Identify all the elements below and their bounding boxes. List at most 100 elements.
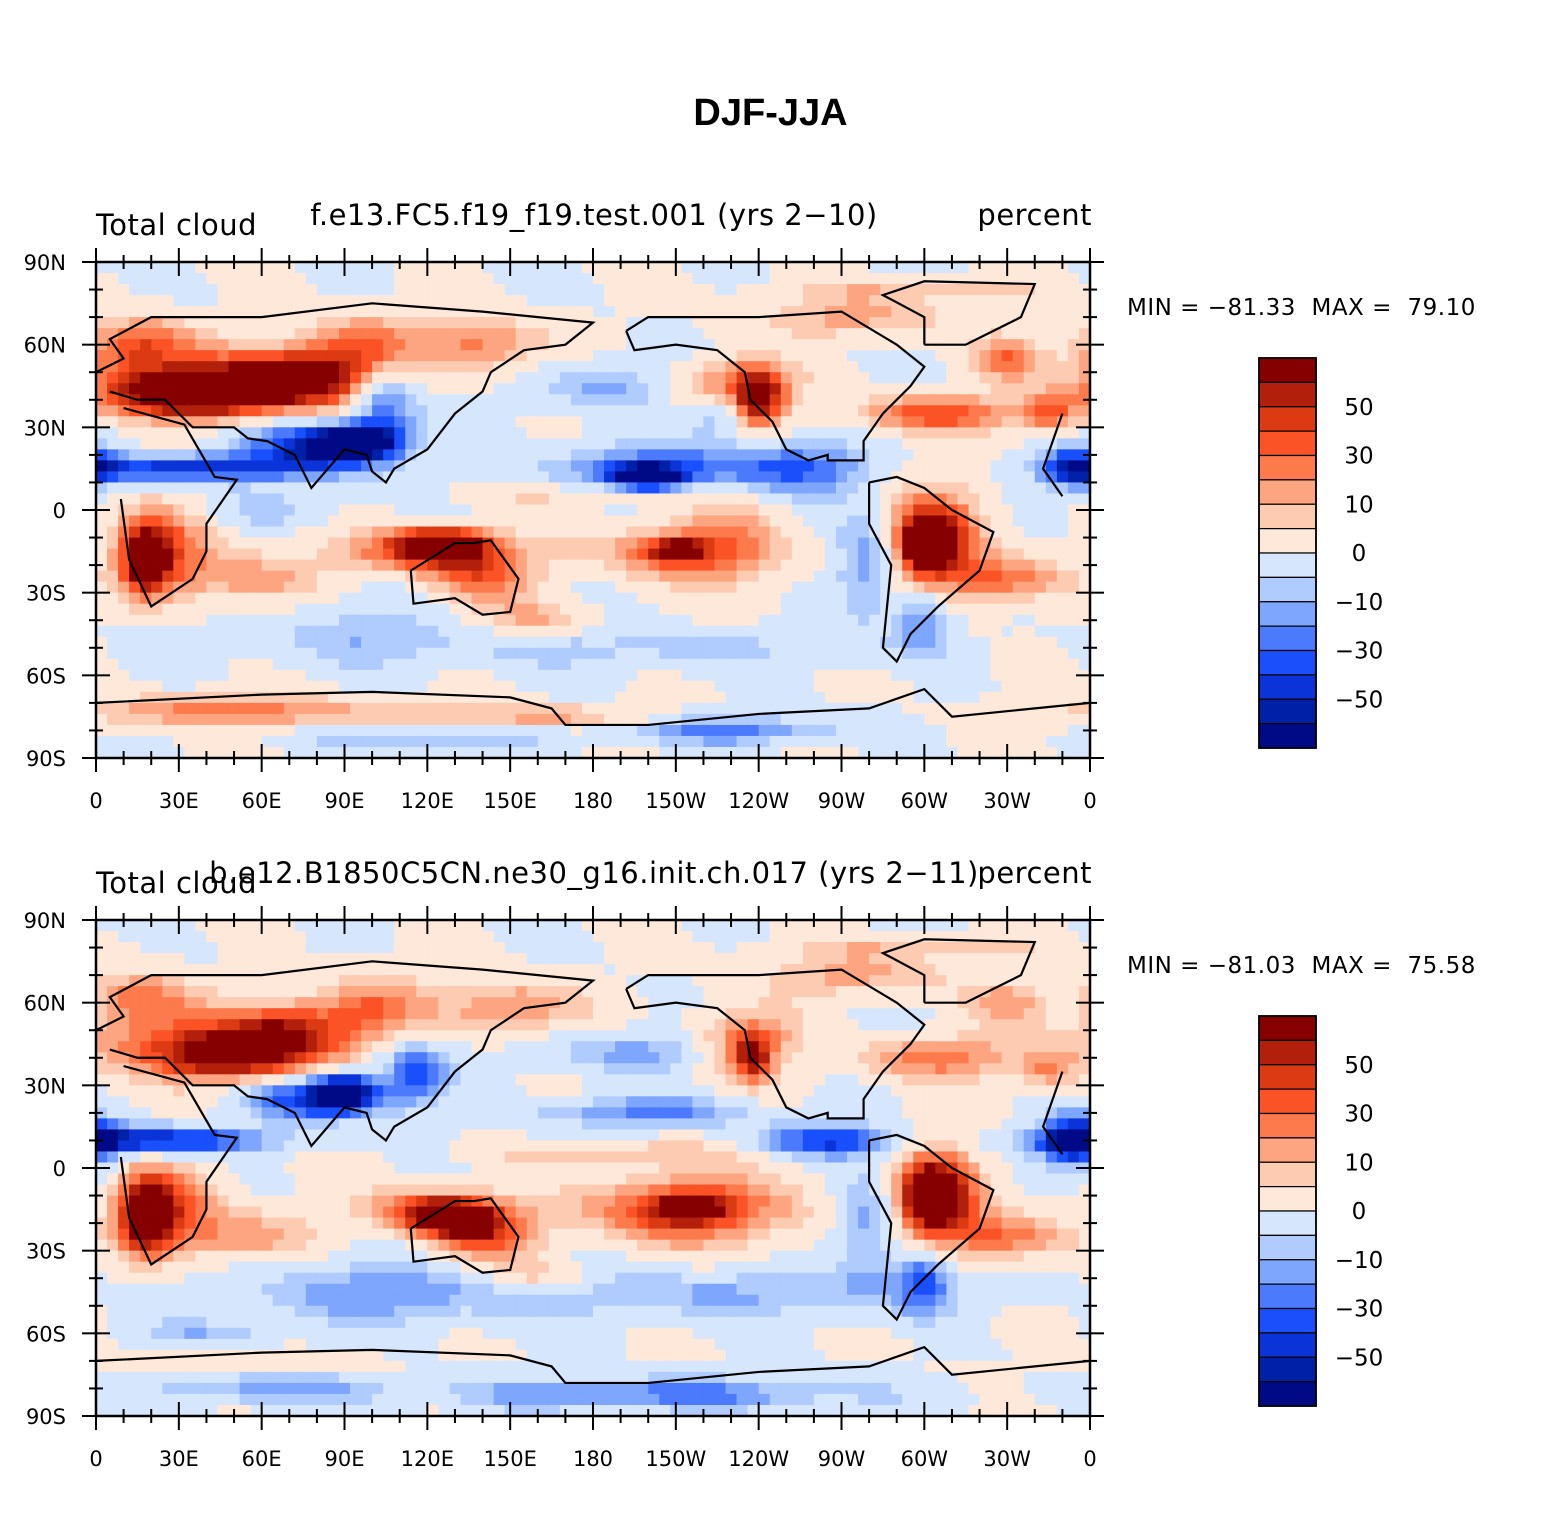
contour-cell — [294, 658, 307, 671]
contour-cell — [184, 482, 196, 495]
contour-cell — [405, 724, 417, 737]
contour-cell — [1078, 262, 1090, 274]
contour-cell — [383, 614, 395, 627]
contour-cell — [118, 416, 130, 428]
contour-cell — [990, 526, 1003, 539]
contour-cell — [769, 746, 782, 758]
contour-cell — [791, 614, 804, 627]
contour-cell — [338, 493, 351, 506]
contour-cell — [736, 405, 749, 417]
contour-cell — [129, 383, 141, 395]
contour-cell — [714, 559, 727, 572]
contour-cell — [847, 942, 859, 954]
contour-cell — [858, 647, 870, 660]
contour-cell — [1012, 262, 1025, 274]
contour-cell — [471, 284, 484, 296]
contour-cell — [416, 504, 428, 517]
contour-cell — [626, 350, 638, 362]
contour-cell — [747, 405, 760, 417]
contour-cell — [824, 427, 837, 439]
contour-cell — [107, 537, 119, 550]
contour-cell — [460, 273, 473, 285]
contour-cell — [780, 383, 793, 395]
contour-cell — [780, 713, 793, 726]
contour-cell — [162, 537, 174, 550]
contour-cell — [129, 592, 141, 605]
contour-cell — [581, 636, 594, 649]
contour-cell — [935, 394, 948, 406]
contour-cell — [813, 669, 826, 682]
contour-cell — [559, 427, 572, 439]
contour-cell — [659, 964, 671, 976]
contour-cell — [427, 680, 439, 693]
contour-cell — [769, 658, 782, 671]
contour-cell — [394, 361, 406, 373]
contour-cell — [747, 724, 760, 737]
contour-cell — [946, 559, 959, 572]
contour-cell — [338, 317, 351, 329]
contour-cell — [394, 504, 406, 517]
contour-cell — [703, 724, 716, 737]
contour-cell — [769, 339, 782, 351]
contour-cell — [449, 986, 462, 998]
contour-cell — [858, 964, 870, 976]
contour-cell — [802, 647, 815, 660]
contour-cell — [162, 559, 174, 572]
contour-cell — [835, 295, 848, 307]
contour-cell — [162, 614, 174, 627]
contour-cell — [692, 449, 705, 461]
contour-cell — [847, 931, 859, 943]
contour-cell — [681, 669, 693, 682]
contour-cell — [239, 295, 252, 307]
contour-cell — [1012, 515, 1025, 528]
contour-cell — [515, 295, 528, 307]
contour-cell — [935, 471, 948, 484]
contour-cell — [979, 931, 992, 943]
contour-cell — [515, 504, 528, 517]
contour-cell — [350, 284, 362, 296]
contour-cell — [968, 603, 981, 616]
contour-cell — [714, 482, 727, 495]
contour-cell — [747, 460, 760, 473]
contour-cell — [736, 636, 749, 649]
lon-tick-label: 120W — [728, 789, 789, 813]
contour-cell — [515, 735, 528, 748]
contour-cell — [659, 691, 671, 704]
contour-cell — [305, 669, 318, 682]
contour-cell — [118, 361, 130, 373]
contour-cell — [681, 471, 693, 484]
contour-cell — [1056, 647, 1069, 660]
contour-cell — [438, 735, 451, 748]
contour-cell — [471, 504, 484, 517]
contour-cell — [195, 746, 208, 758]
contour-cell — [913, 691, 925, 704]
contour-cell — [758, 526, 771, 539]
contour-cell — [438, 427, 451, 439]
contour-cell — [736, 306, 749, 318]
contour-cell — [1034, 273, 1047, 285]
contour-cell — [791, 953, 804, 965]
contour-cell — [902, 614, 914, 627]
contour-cell — [681, 570, 693, 583]
contour-cell — [957, 460, 970, 473]
contour-cell — [813, 317, 826, 329]
contour-cell — [670, 953, 682, 965]
contour-cell — [957, 284, 970, 296]
contour-cell — [361, 942, 373, 954]
contour-cell — [1012, 581, 1025, 594]
contour-cell — [913, 647, 925, 660]
contour-cell — [361, 273, 373, 285]
contour-cell — [769, 438, 782, 450]
contour-cell — [338, 504, 351, 517]
contour-cell — [604, 262, 616, 274]
contour-cell — [372, 570, 384, 583]
contour-cell — [1078, 964, 1090, 976]
contour-cell — [118, 964, 130, 976]
contour-cell — [880, 515, 892, 528]
contour-cell — [714, 493, 727, 506]
contour-cell — [736, 625, 749, 638]
contour-cell — [692, 526, 705, 539]
contour-cell — [924, 658, 936, 671]
contour-cell — [173, 647, 185, 660]
contour-cell — [736, 482, 749, 495]
